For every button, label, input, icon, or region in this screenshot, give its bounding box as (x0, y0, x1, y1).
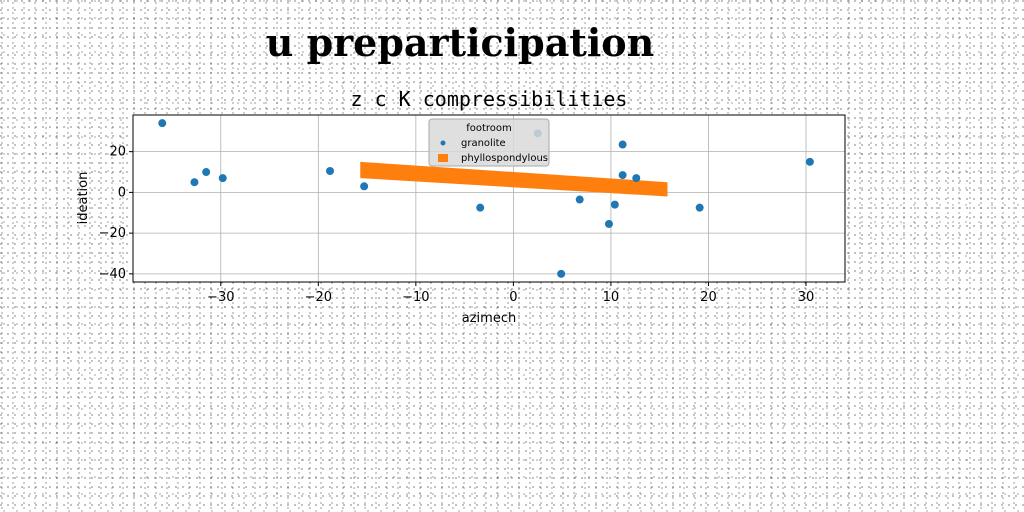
chart-title: z c K compressibilities (351, 87, 628, 111)
point-granolite (575, 195, 584, 204)
point-granolite (618, 140, 627, 149)
page-title: u preparticipation (265, 20, 655, 65)
x-tick-label: −10 (402, 290, 429, 305)
x-tick-label: 0 (509, 290, 517, 305)
point-granolite (476, 203, 485, 212)
point-granolite (158, 119, 167, 128)
plot-frame (132, 114, 846, 283)
point-granolite (557, 269, 566, 278)
y-tick-label: 20 (109, 145, 126, 160)
legend-entry-phyllospondylous: phyllospondylous (461, 153, 548, 164)
point-granolite (202, 168, 211, 177)
legend: footroom granolite phyllospondylous (428, 118, 550, 167)
y-axis-label: ideation (76, 172, 91, 225)
legend-marker-granolite (440, 140, 446, 146)
x-axis-label: azimech (462, 311, 516, 326)
band-layer (360, 161, 668, 197)
x-axis-ticks: −30 −20 −10 0 10 20 30 (207, 282, 814, 305)
y-tick-label: −20 (99, 226, 126, 241)
point-granolite (632, 174, 641, 183)
legend-title: footroom (466, 123, 512, 134)
x-tick-label: 10 (603, 290, 620, 305)
point-granolite (218, 174, 227, 183)
x-tick-label: 20 (700, 290, 717, 305)
point-granolite (360, 182, 369, 191)
legend-entry-granolite: granolite (461, 138, 506, 149)
point-granolite (618, 171, 627, 180)
point-granolite (604, 219, 613, 228)
band-phyllospondylous (360, 161, 668, 197)
legend-marker-phyllospondylous (438, 154, 448, 162)
point-granolite (805, 157, 814, 166)
y-tick-label: −40 (99, 267, 126, 282)
point-granolite (326, 167, 335, 176)
x-tick-label: −20 (305, 290, 332, 305)
legend-box (428, 118, 550, 167)
y-axis-ticks: −40 −20 0 20 (99, 145, 133, 282)
point-granolite (610, 200, 619, 209)
x-tick-label: 30 (798, 290, 815, 305)
x-tick-label: −30 (207, 290, 234, 305)
point-granolite (190, 178, 199, 187)
point-granolite (695, 203, 704, 212)
y-tick-label: 0 (118, 185, 126, 200)
